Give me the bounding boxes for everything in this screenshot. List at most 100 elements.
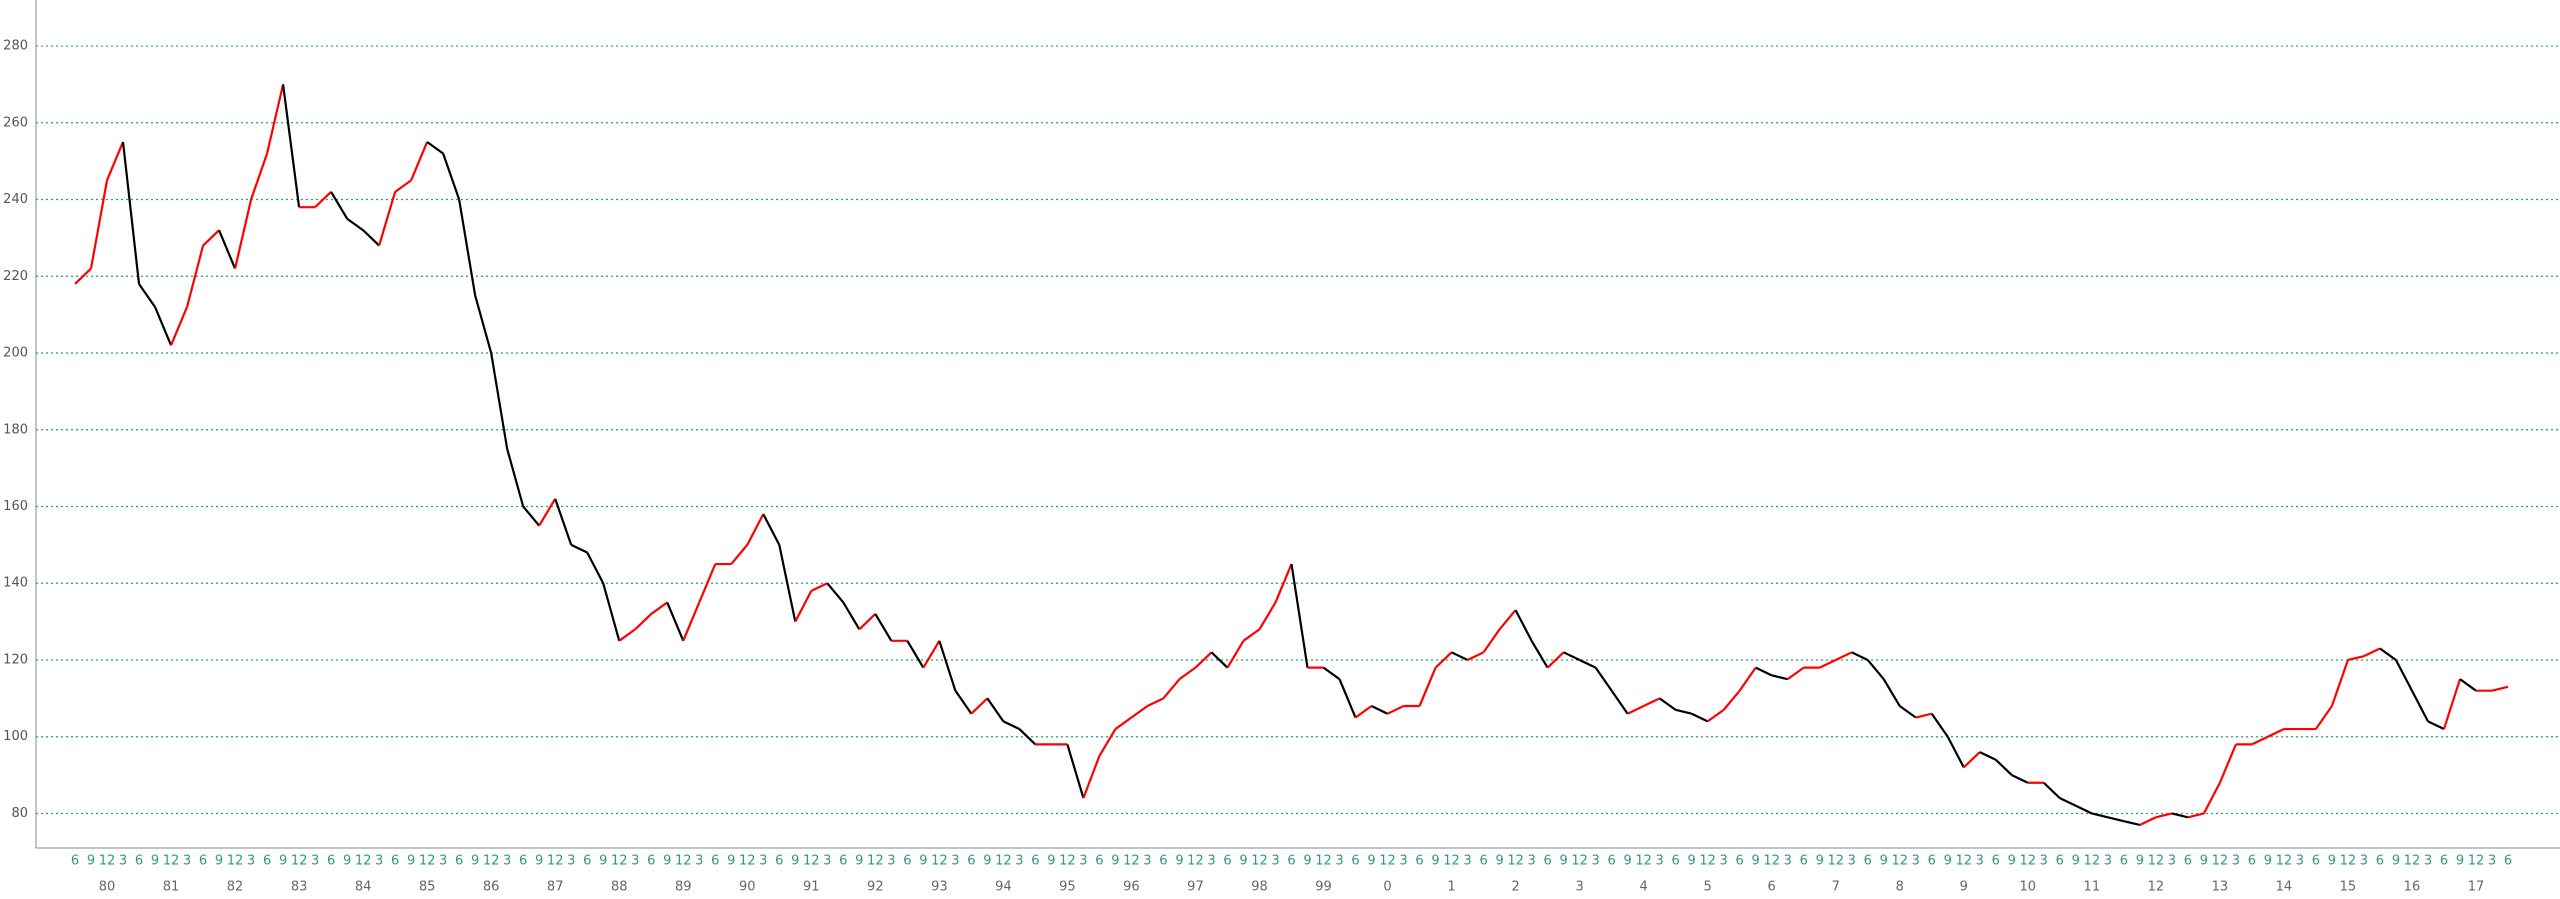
x-tick-label: 3 xyxy=(1848,854,1856,869)
price-segment xyxy=(2107,816,2125,823)
x-tick-label: 3 xyxy=(247,854,255,869)
x-tick-label: 9 xyxy=(855,854,863,869)
price-segment xyxy=(2187,812,2205,819)
x-tick-label: 12 xyxy=(547,854,564,869)
year-label: 0 xyxy=(1383,880,1391,895)
x-tick-label: 9 xyxy=(2200,854,2208,869)
x-tick-label: 9 xyxy=(1495,854,1503,869)
price-segment xyxy=(1498,609,1517,630)
price-segment xyxy=(698,563,717,603)
x-tick-label: 3 xyxy=(567,854,575,869)
price-segment xyxy=(634,613,652,631)
x-tick-label: 6 xyxy=(1543,854,1551,869)
year-label: 91 xyxy=(803,880,820,895)
x-tick-label: 6 xyxy=(775,854,783,869)
price-segment xyxy=(330,191,349,220)
x-tick-label: 12 xyxy=(1827,854,1844,869)
x-tick-label: 12 xyxy=(1315,854,1332,869)
price-segment xyxy=(346,217,364,232)
x-tick-label: 3 xyxy=(2424,854,2432,869)
price-segment xyxy=(1882,678,1901,707)
year-label: 94 xyxy=(995,880,1012,895)
x-tick-label: 9 xyxy=(1688,854,1696,869)
x-tick-label: 9 xyxy=(791,854,799,869)
x-tick-label: 3 xyxy=(1912,854,1920,869)
price-segment xyxy=(1371,705,1389,715)
x-tick-label: 3 xyxy=(1656,854,1664,869)
price-segment xyxy=(2330,659,2349,707)
price-segment xyxy=(105,141,125,181)
x-tick-label: 6 xyxy=(2440,854,2448,869)
x-tick-label: 12 xyxy=(1187,854,1204,869)
x-tick-label: 3 xyxy=(887,854,895,869)
price-segment xyxy=(1579,658,1597,669)
x-tick-label: 12 xyxy=(483,854,500,869)
price-segment xyxy=(2442,678,2462,730)
x-tick-label: 6 xyxy=(1031,854,1039,869)
year-label: 83 xyxy=(291,880,308,895)
price-segment xyxy=(1178,666,1197,681)
price-segment xyxy=(314,191,332,208)
x-tick-label: 9 xyxy=(2072,854,2080,869)
price-segment xyxy=(89,180,109,269)
price-segment xyxy=(1098,728,1117,757)
price-segment xyxy=(2347,655,2365,662)
price-segment xyxy=(1114,716,1133,730)
x-tick-label: 9 xyxy=(663,854,671,869)
x-tick-label: 12 xyxy=(1507,854,1524,869)
x-tick-label: 12 xyxy=(1956,854,1973,869)
price-segment xyxy=(1482,628,1501,653)
year-label: 7 xyxy=(1832,880,1840,895)
x-tick-label: 6 xyxy=(71,854,79,869)
price-segment xyxy=(1610,690,1629,715)
price-segment xyxy=(1451,651,1469,661)
x-tick-label: 6 xyxy=(1992,854,2000,869)
x-tick-label: 6 xyxy=(711,854,719,869)
x-tick-label: 6 xyxy=(263,854,271,869)
price-segment xyxy=(250,153,269,200)
price-segment xyxy=(1899,705,1917,719)
price-segment xyxy=(602,582,621,642)
x-tick-label: 3 xyxy=(1591,854,1599,869)
x-tick-label: 9 xyxy=(2456,854,2464,869)
price-segment xyxy=(2171,812,2189,819)
year-label: 88 xyxy=(611,880,628,895)
x-tick-label: 3 xyxy=(375,854,383,869)
year-label: 10 xyxy=(2020,880,2037,895)
price-segment xyxy=(1274,563,1293,603)
x-tick-label: 3 xyxy=(439,854,447,869)
price-segment xyxy=(1322,666,1341,681)
x-tick-label: 12 xyxy=(675,854,692,869)
year-label: 14 xyxy=(2276,880,2293,895)
price-segment xyxy=(938,640,957,692)
x-tick-label: 9 xyxy=(1559,854,1567,869)
x-tick-label: 12 xyxy=(2084,854,2101,869)
x-tick-label: 6 xyxy=(2248,854,2256,869)
x-tick-label: 9 xyxy=(535,854,543,869)
year-label: 86 xyxy=(483,880,500,895)
y-tick-label: 80 xyxy=(11,806,28,821)
price-segment xyxy=(2315,705,2333,730)
x-tick-label: 12 xyxy=(1891,854,1908,869)
x-tick-label: 12 xyxy=(1443,854,1460,869)
x-tick-label: 6 xyxy=(327,854,335,869)
year-label: 92 xyxy=(867,880,884,895)
x-tick-label: 6 xyxy=(1287,854,1295,869)
price-segment xyxy=(2379,647,2397,661)
x-tick-label: 12 xyxy=(99,854,116,869)
x-tick-label: 9 xyxy=(727,854,735,869)
price-segment xyxy=(554,498,573,546)
price-segment xyxy=(1002,720,1020,731)
price-segment xyxy=(2410,690,2429,722)
x-tick-label: 6 xyxy=(647,854,655,869)
price-segment xyxy=(1643,697,1661,708)
price-segment xyxy=(1675,708,1692,715)
price-segment xyxy=(1787,666,1805,681)
x-tick-label: 3 xyxy=(2296,854,2304,869)
year-label: 99 xyxy=(1315,880,1332,895)
x-tick-label: 12 xyxy=(1379,854,1396,869)
x-tick-label: 9 xyxy=(2392,854,2400,869)
x-tick-label: 3 xyxy=(119,854,127,869)
price-segment xyxy=(1819,658,1837,669)
x-tick-label: 12 xyxy=(2148,854,2165,869)
